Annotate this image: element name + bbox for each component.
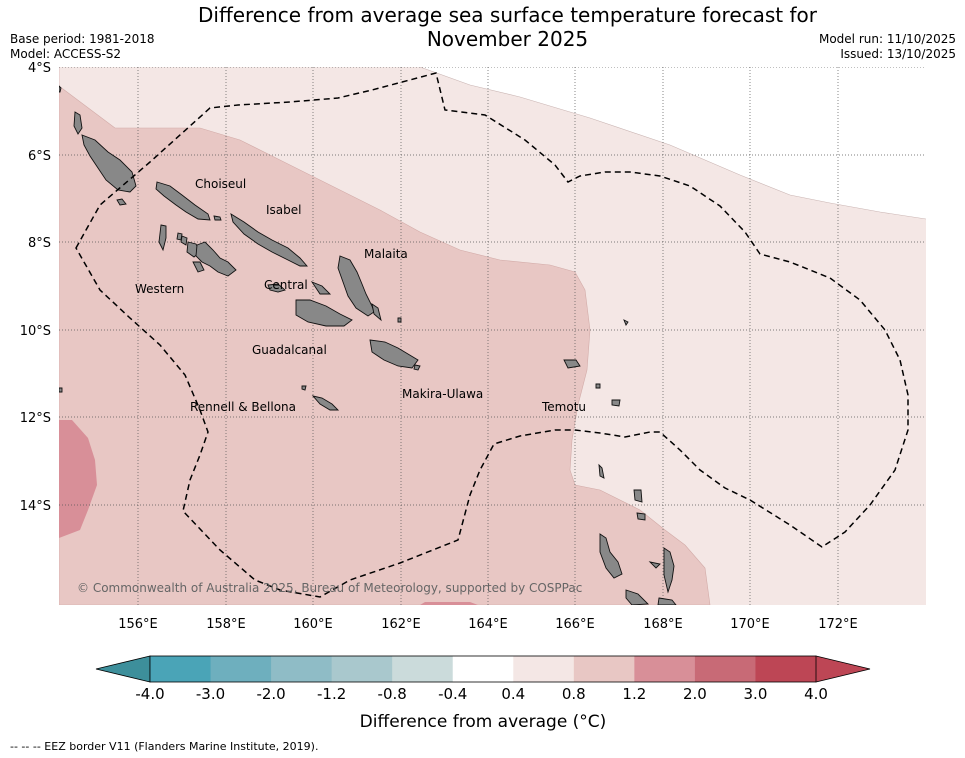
- lon-tick: 172°E: [818, 617, 858, 632]
- model-name: Model: ACCESS-S2: [10, 47, 122, 61]
- island-new-georgia: [195, 241, 237, 277]
- colorbar-tick: -3.0: [196, 685, 225, 703]
- lon-tick: 156°E: [118, 617, 158, 632]
- lon-tick: 160°E: [293, 617, 333, 632]
- lat-tick: 6°S: [28, 149, 51, 164]
- colorbar-tick: 2.0: [683, 685, 707, 703]
- colorbar-label: Difference from average (°C): [360, 712, 607, 732]
- issued-date: Issued: 13/10/2025: [840, 47, 956, 61]
- colorbar: -4.0 -3.0 -2.0 -1.2 -0.8 -0.4 0.4 0.8 1.2 2.0 3.0 4…: [95, 655, 871, 732]
- colorbar-tick: 1.2: [622, 685, 646, 703]
- graticule: [59, 67, 926, 605]
- lat-tick: 4°S: [28, 61, 51, 76]
- island-vella-lavella: [158, 224, 167, 252]
- label-temotu: Temotu: [541, 400, 586, 414]
- lat-tick: 14°S: [20, 499, 51, 514]
- eez-footnote: -- -- -- EEZ border V11 (Flanders Marine…: [10, 740, 319, 753]
- eez-border: [75, 72, 909, 598]
- colorbar-cell: [452, 656, 514, 682]
- meta-right: Model run: 11/10/2025 Issued: 13/10/2025: [819, 32, 956, 62]
- colorbar-cell: [392, 656, 454, 682]
- label-malaita: Malaita: [364, 247, 408, 261]
- map-title: Difference from average sea surface temp…: [150, 3, 865, 51]
- label-isabel: Isabel: [266, 203, 301, 217]
- colorbar-tick: 0.4: [501, 685, 525, 703]
- title-line-2: November 2025: [426, 27, 589, 51]
- island-rennell: [311, 395, 340, 411]
- island-santa-cruz: [563, 359, 581, 369]
- colorbar-cell: [210, 656, 272, 682]
- colorbar-cell: [694, 656, 756, 682]
- island-bougainville: [81, 134, 137, 193]
- province-labels: Choiseul Isabel Malaita Western Central …: [135, 177, 586, 414]
- colorbar-cell: [513, 656, 575, 682]
- lat-tick: 12°S: [20, 411, 51, 426]
- lon-tick: 158°E: [206, 617, 246, 632]
- colorbar-cell: [331, 656, 393, 682]
- colorbar-extend-high: [815, 655, 871, 683]
- label-rennell-bellona: Rennell & Bellona: [190, 400, 296, 414]
- label-makira-ulawa: Makira-Ulawa: [402, 387, 483, 401]
- colorbar-tick: 3.0: [744, 685, 768, 703]
- model-run: Model run: 11/10/2025: [818, 32, 956, 46]
- colorbar-cell: [573, 656, 635, 682]
- colorbar-cell: [755, 656, 817, 682]
- island-nggela: [267, 283, 286, 293]
- land-masses: [59, 85, 677, 605]
- colorbar-tick: -0.8: [378, 685, 407, 703]
- colorbar-tick: 4.0: [804, 685, 828, 703]
- lat-tick: 10°S: [20, 324, 51, 339]
- lon-tick: 170°E: [730, 617, 770, 632]
- colorbar-cell: [271, 656, 333, 682]
- colorbar-tick-labels: -4.0 -3.0 -2.0 -1.2 -0.8 -0.4 0.4 0.8 1.2 2.0 3.0 4…: [135, 685, 828, 703]
- anomaly-band-1.2-2.0: [59, 420, 97, 538]
- longitude-labels: 156°E 158°E 160°E 162°E 164°E 166°E 168°…: [118, 617, 858, 632]
- island-western-north: [73, 111, 83, 135]
- colorbar-cell: [634, 656, 696, 682]
- label-choiseul: Choiseul: [195, 177, 246, 191]
- island-isabel: [230, 213, 308, 267]
- colorbar-tick: 0.8: [562, 685, 586, 703]
- island-makira: [369, 339, 419, 369]
- latitude-labels: 4°S 6°S 8°S 10°S 12°S 14°S: [20, 61, 51, 514]
- colorbar-tick: -4.0: [135, 685, 164, 703]
- island-vanuatu-north: [599, 533, 623, 579]
- anomaly-band-neutral: [420, 67, 926, 219]
- title-line-1: Difference from average sea surface temp…: [197, 3, 817, 27]
- anomaly-band-0.8-1.2: [59, 67, 711, 605]
- colorbar-tick: -2.0: [256, 685, 285, 703]
- label-guadalcanal: Guadalcanal: [252, 343, 327, 357]
- meta-left: Base period: 1981-2018 Model: ACCESS-S2: [10, 32, 155, 62]
- lat-tick: 8°S: [28, 236, 51, 251]
- colorbar-extend-low: [95, 655, 151, 683]
- colorbar-cell: [150, 656, 212, 682]
- colorbar-tick: -0.4: [438, 685, 467, 703]
- map-area: [59, 67, 926, 605]
- base-period: Base period: 1981-2018: [10, 32, 155, 46]
- colorbar-tick: -1.2: [317, 685, 346, 703]
- label-western: Western: [135, 282, 184, 296]
- island-guadalcanal: [295, 299, 353, 327]
- colorbar-cells: [150, 656, 817, 682]
- lon-tick: 162°E: [381, 617, 421, 632]
- island-choiseul: [155, 181, 211, 221]
- label-central: Central: [264, 278, 308, 292]
- lon-tick: 164°E: [468, 617, 508, 632]
- lon-tick: 166°E: [555, 617, 595, 632]
- lon-tick: 168°E: [643, 617, 683, 632]
- copyright-notice: © Commonwealth of Australia 2025, Bureau…: [77, 581, 582, 595]
